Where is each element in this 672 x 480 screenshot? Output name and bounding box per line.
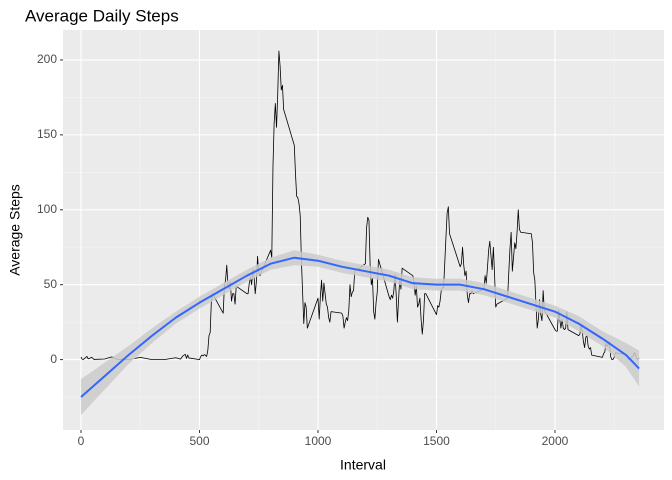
marks xyxy=(80,50,640,416)
x-tick-label: 1500 xyxy=(423,434,450,448)
panel xyxy=(63,30,664,430)
x-tick-label: 1000 xyxy=(305,434,332,448)
x-axis-label: Interval xyxy=(340,457,386,473)
chart-title: Average Daily Steps xyxy=(25,6,179,25)
y-tick-label: 150 xyxy=(37,127,57,141)
y-tick-label: 100 xyxy=(37,202,57,216)
y-tick-label: 0 xyxy=(50,352,57,366)
y-tick-label: 50 xyxy=(44,277,58,291)
data-line xyxy=(80,50,640,360)
grid xyxy=(63,30,664,430)
y-tick-label: 200 xyxy=(37,52,57,66)
y-axis-label: Average Steps xyxy=(7,184,23,276)
smooth-line xyxy=(80,256,640,398)
x-tick-label: 2000 xyxy=(542,434,569,448)
x-tick-label: 0 xyxy=(78,434,85,448)
x-tick-label: 500 xyxy=(189,434,209,448)
